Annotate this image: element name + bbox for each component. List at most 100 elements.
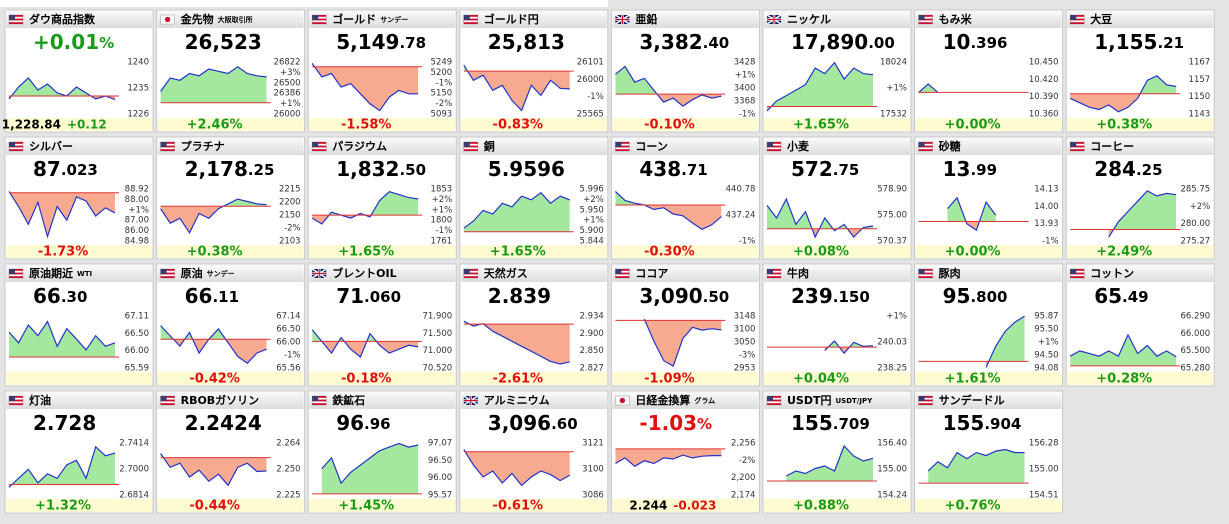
area-down [615, 94, 722, 107]
change-band [1067, 245, 1214, 258]
tile-header [612, 265, 759, 282]
area-up [918, 84, 938, 93]
price-line [947, 196, 997, 232]
flag-stripe [9, 403, 23, 405]
price-main: 95 [943, 284, 971, 308]
axis-label: 2103 [279, 237, 301, 247]
price-line [160, 66, 267, 92]
price-line [615, 65, 722, 107]
title-name: 小麦 [786, 139, 810, 153]
price: 284.25 [1094, 157, 1162, 181]
flag-canton [312, 142, 319, 147]
tile: ニッケル 18024 +1% 17532 17,890.00 +1.65% [762, 9, 912, 133]
tile-title: コーン [635, 140, 667, 153]
axis-label: 2.827 [579, 364, 603, 374]
flag-stripe [918, 142, 933, 144]
axis-label: 3100 [734, 325, 756, 335]
price-main: 155 [791, 411, 833, 435]
flag-stripe [312, 15, 327, 17]
tile-header [915, 392, 1062, 409]
axis-label: 5.996 [579, 185, 603, 195]
axis-label: -3% [739, 351, 756, 361]
flag-stripe [1070, 272, 1085, 275]
tile: 灯油 2.7414 2.7000 2.6814 2.728 +1.32% [4, 390, 154, 514]
price: 3,090.50 [639, 284, 729, 308]
price-decimals: .396 [970, 34, 1007, 52]
change-band [460, 118, 607, 131]
flag-canton [1070, 142, 1077, 147]
change-band [309, 372, 456, 385]
change-band [612, 245, 759, 258]
price-main: 284 [1094, 157, 1136, 181]
axis-label: 97.07 [428, 439, 452, 449]
area-down [463, 451, 570, 486]
title-name: もみ米 [939, 12, 973, 26]
title-name: 金先物 [180, 12, 214, 26]
change-band [6, 245, 152, 258]
flag-stripe [767, 396, 781, 398]
axis-label: 3148 [734, 312, 756, 322]
price-main: 2.839 [488, 284, 551, 308]
title-name: ゴールド [332, 12, 376, 26]
axis-label: 238.25 [877, 364, 907, 374]
tile-frame [762, 136, 912, 260]
tile: 豚肉 95.87 95.50 +1% 94.50 94.08 95.800 +1.61% [914, 263, 1064, 387]
axis-label: 10.360 [1029, 110, 1059, 120]
axis-label: 10.450 [1029, 58, 1059, 68]
flag-canton [160, 269, 167, 274]
flag-cross [312, 269, 327, 278]
price-line [1108, 190, 1177, 238]
axis-label: 1157 [1189, 75, 1211, 85]
change: +0.04% [793, 372, 849, 387]
change: -0.42% [189, 372, 240, 387]
price-line [927, 448, 1025, 472]
title-sub: サンデー [207, 269, 235, 278]
change-band [309, 499, 456, 512]
change: -0.83% [493, 118, 544, 133]
tile-title: 鉄鉱石 [332, 393, 365, 407]
price: 3,382.40 [639, 30, 729, 54]
change: +0.08% [793, 245, 849, 260]
axis-label: 26000 [274, 110, 301, 120]
price-line [1069, 75, 1177, 113]
flag-canton [615, 269, 622, 274]
price-main: 96 [336, 411, 364, 435]
area-up [160, 325, 267, 340]
area-up [947, 197, 996, 222]
title-name: 亜鉛 [635, 12, 657, 26]
tile-header [915, 265, 1062, 282]
tile-title: 銅 [484, 139, 495, 153]
axis-label: 2,174 [731, 491, 755, 501]
change: +1.65% [793, 118, 849, 133]
price: 1,832.50 [336, 157, 426, 181]
flag-cross [615, 15, 630, 24]
flag-stripe [767, 142, 781, 144]
axis-label: 86.00 [125, 226, 149, 236]
tile-frame [914, 136, 1064, 260]
flag-stripe [918, 396, 933, 398]
price-main: 239 [791, 284, 833, 308]
flag-stripe [9, 276, 23, 278]
tile: 日経金換算 グラム 2,256 -2% 2,200 2,174 -1.03% 2.244 -0.… [610, 390, 760, 514]
axis-label: 96.50 [428, 456, 452, 466]
tile-frame [610, 9, 760, 133]
price: +0.01% [33, 30, 114, 54]
tile-title: RBOBガソリン [181, 393, 260, 407]
title-name: ココア [635, 267, 668, 280]
foot-value: 2.244 [629, 499, 667, 513]
area-down [312, 215, 419, 224]
tile: RBOBガソリン 2.264 2.250 2.225 2.2424 -0.44% [156, 390, 306, 514]
tile-frame [1065, 9, 1215, 133]
axis-label: -2% [436, 99, 453, 109]
flag-stripe [312, 149, 327, 151]
price-decimals: .50 [399, 161, 426, 179]
change-band [460, 499, 607, 512]
axis-label: +1% [886, 312, 907, 322]
change-band [764, 499, 910, 512]
axis-label: 26500 [274, 78, 301, 88]
flag-canton [9, 269, 15, 274]
flag-stripe [9, 142, 23, 144]
change-band [764, 372, 910, 385]
price-main: 26,523 [185, 30, 262, 54]
